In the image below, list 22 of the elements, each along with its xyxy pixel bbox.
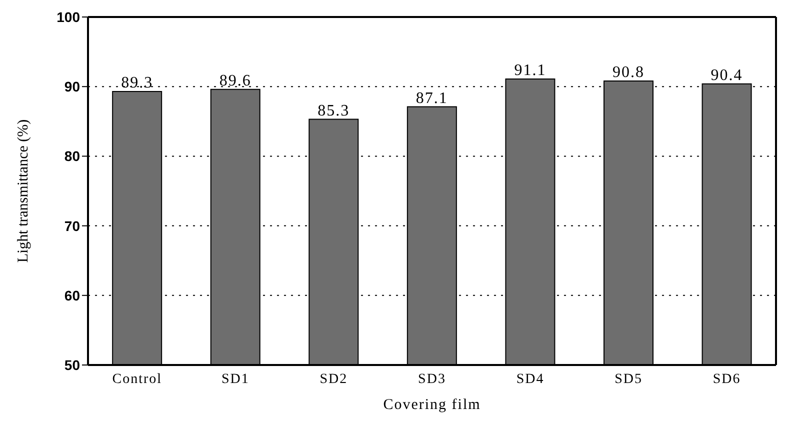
data-label: 85.3 [318,102,350,120]
data-label: 90.8 [612,64,644,82]
x-tick-label: SD1 [221,372,250,387]
data-label: 89.3 [121,74,154,92]
x-tick-label: SD4 [516,372,544,387]
data-label: 89.6 [219,72,252,90]
x-tick-label: Control [112,372,162,387]
x-tick-label: SD3 [418,372,446,387]
y-axis-title: Light transmittance (%) [15,119,32,263]
y-tick-label: 50 [64,356,80,373]
x-tick-label: SD5 [614,372,643,387]
y-tick-label: 60 [64,287,80,304]
data-label: 87.1 [416,90,448,107]
x-axis-title: Covering film [383,397,481,413]
data-label: 91.1 [514,62,546,79]
y-tick-label: 100 [56,8,80,25]
y-tick-label: 90 [64,78,80,95]
x-tick-label: SD6 [712,372,741,387]
y-tick-label: 80 [64,148,80,164]
x-tick-label: SD2 [320,372,348,387]
data-label: 90.4 [710,66,743,84]
y-tick-label: 70 [64,218,80,234]
